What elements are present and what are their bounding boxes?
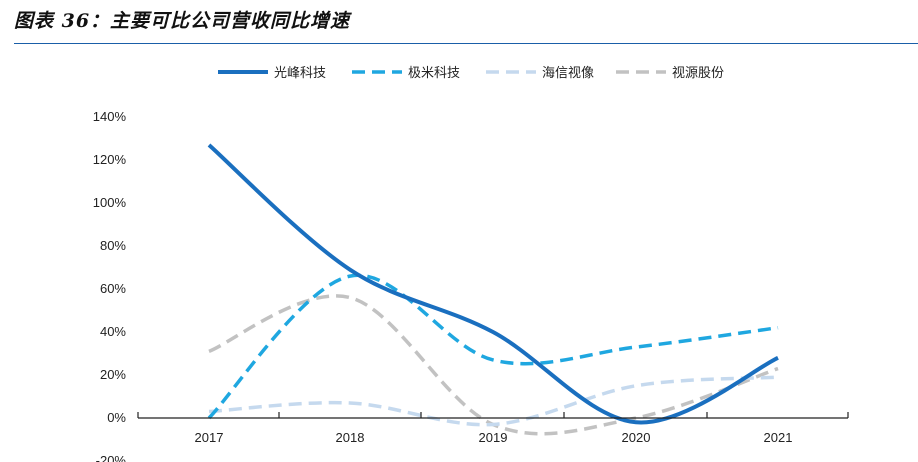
x-tick-label: 2020 bbox=[622, 430, 651, 445]
x-tick-label: 2018 bbox=[336, 430, 365, 445]
legend-label: 极米科技 bbox=[408, 66, 460, 81]
y-tick-label: 40% bbox=[100, 324, 126, 339]
legend-item: 极米科技 bbox=[352, 66, 460, 81]
series-line-3 bbox=[208, 375, 779, 427]
y-tick-label: 80% bbox=[100, 238, 126, 253]
legend-label: 海信视像 bbox=[542, 66, 594, 81]
y-tick-label: 100% bbox=[93, 195, 127, 210]
y-tick-label: 60% bbox=[100, 281, 126, 296]
chart-legend: 光峰科技 极米科技 海信视像 视源股份 bbox=[218, 66, 724, 81]
legend-label: 视源股份 bbox=[672, 66, 724, 81]
series-line-2 bbox=[207, 273, 779, 420]
x-axis: 2017 2018 2019 2020 2021 bbox=[137, 412, 849, 445]
x-tick-label: 2017 bbox=[195, 430, 224, 445]
y-tick-label: 140% bbox=[93, 109, 127, 124]
y-tick-label: 0% bbox=[107, 410, 126, 425]
legend-item: 视源股份 bbox=[616, 66, 724, 81]
y-tick-label: 20% bbox=[100, 367, 126, 382]
x-tick-label: 2019 bbox=[479, 430, 508, 445]
series-layer bbox=[207, 143, 779, 436]
chart-title: 图表 36：主要可比公司营收同比增速 bbox=[14, 10, 351, 32]
y-axis: -20% 0% 20% 40% 60% 80% 100% 120% 140% bbox=[93, 109, 127, 462]
y-tick-label: -20% bbox=[96, 453, 127, 462]
x-tick-label: 2021 bbox=[764, 430, 793, 445]
y-tick-label: 120% bbox=[93, 152, 127, 167]
legend-item: 光峰科技 bbox=[218, 66, 326, 81]
series-line-1 bbox=[207, 143, 779, 425]
title-divider bbox=[14, 43, 918, 44]
legend-item: 海信视像 bbox=[486, 66, 594, 81]
legend-label: 光峰科技 bbox=[274, 66, 326, 81]
